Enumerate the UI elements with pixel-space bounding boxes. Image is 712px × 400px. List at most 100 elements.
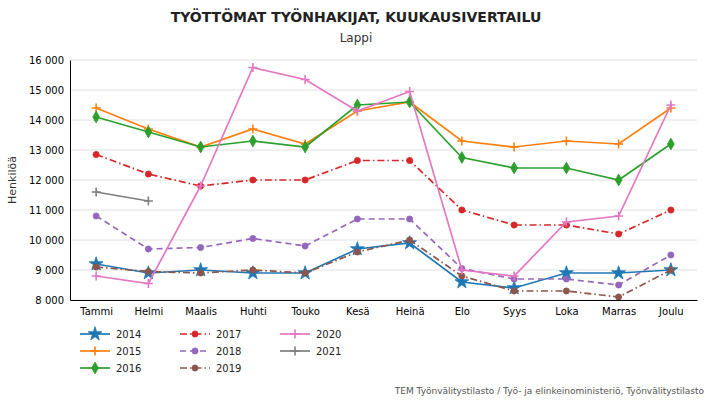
data-point <box>459 207 465 213</box>
y-tick: 8 000 <box>35 295 70 306</box>
x-tick: Maalis <box>185 300 217 317</box>
legend-marker <box>291 330 300 339</box>
x-tick: Syys <box>503 300 526 317</box>
y-tick-label: 10 000 <box>29 235 64 246</box>
legend-item: 2014 <box>80 327 141 340</box>
data-point <box>403 236 417 249</box>
data-point <box>407 157 413 163</box>
series <box>93 96 675 186</box>
y-tick-label: 8 000 <box>35 295 64 306</box>
legend-label: 2021 <box>316 346 341 357</box>
chart-svg: TYÖTTÖMAT TYÖNHAKIJAT, KUUKAUSIVERTAILU L… <box>0 0 712 400</box>
y-tick-label: 11 000 <box>29 205 64 216</box>
data-point <box>667 138 674 150</box>
legend-label: 2014 <box>116 329 141 340</box>
data-point <box>93 264 99 270</box>
y-axis-title: Henkilöä <box>6 156 19 204</box>
data-point <box>194 263 208 276</box>
data-point <box>92 188 101 197</box>
legend-item: 2016 <box>80 362 141 374</box>
x-tick: Joulu <box>658 300 684 317</box>
series-group <box>89 63 678 300</box>
data-point <box>145 246 151 252</box>
x-tick: Marras <box>602 300 636 317</box>
grid-line <box>70 240 697 241</box>
data-point <box>144 279 153 288</box>
data-point <box>407 237 413 243</box>
legend: 2014 2015 2016 2017 2018 2019 2020 2021 <box>80 327 341 374</box>
data-point <box>145 268 151 274</box>
legend-label: 2017 <box>216 329 241 340</box>
data-point <box>250 235 256 241</box>
series-line <box>96 102 671 180</box>
x-axis: TammiHelmiMaalisHuhtiToukoKesäHeinäEloSy… <box>71 300 698 317</box>
series-line <box>96 155 671 235</box>
y-tick: 13 000 <box>29 145 70 156</box>
legend-marker <box>192 365 198 371</box>
series-line <box>96 192 148 201</box>
y-tick: 14 000 <box>29 115 70 126</box>
legend-item: 2020 <box>280 329 341 340</box>
series-line <box>96 102 671 147</box>
data-point <box>510 143 519 152</box>
data-point <box>616 294 622 300</box>
data-point <box>93 111 100 123</box>
legend-label: 2020 <box>316 329 341 340</box>
series-line <box>96 243 671 288</box>
data-point <box>198 270 204 276</box>
data-point <box>563 162 570 174</box>
data-point <box>354 216 360 222</box>
y-tick: 9 000 <box>35 265 70 276</box>
grid-line <box>70 210 697 211</box>
x-tick: Kesä <box>346 300 370 317</box>
legend-marker <box>291 347 300 356</box>
x-tick-label: Touko <box>290 306 319 317</box>
legend-item: 2019 <box>180 363 241 374</box>
data-point <box>507 281 521 294</box>
data-point <box>668 267 674 273</box>
data-point <box>562 137 571 146</box>
legend-item: 2018 <box>180 346 241 357</box>
source: TEM Työnvälitystilasto / Työ- ja elinkei… <box>394 386 705 396</box>
x-tick-label: Tammi <box>79 306 113 317</box>
x-tick: Elo <box>455 300 470 317</box>
legend-label: 2019 <box>216 363 241 374</box>
data-point <box>562 218 571 227</box>
data-point <box>92 272 101 281</box>
y-axis-line <box>70 61 71 301</box>
data-point <box>354 157 360 163</box>
grid <box>70 60 697 300</box>
x-tick: Touko <box>290 300 319 317</box>
legend-item: 2015 <box>80 346 141 357</box>
data-point <box>93 213 99 219</box>
data-point <box>563 276 569 282</box>
x-tick-label: Helmi <box>134 306 163 317</box>
data-point <box>144 197 153 206</box>
data-point <box>510 272 519 281</box>
grid-line <box>70 180 697 181</box>
x-tick: Helmi <box>134 300 163 317</box>
data-point <box>302 141 309 153</box>
data-point <box>198 244 204 250</box>
legend-marker <box>88 327 102 340</box>
legend-item: 2021 <box>280 346 341 357</box>
grid-line <box>70 120 697 121</box>
series-line <box>96 68 671 284</box>
y-tick-label: 13 000 <box>29 145 64 156</box>
data-point <box>246 266 260 279</box>
y-tick: 11 000 <box>29 205 70 216</box>
data-point <box>614 140 623 149</box>
x-tick-label: Huhti <box>240 306 267 317</box>
data-point <box>301 75 310 84</box>
data-point <box>664 263 678 276</box>
subtitle: Lappi <box>340 31 373 45</box>
data-point <box>145 171 151 177</box>
title: TYÖTTÖMAT TYÖNHAKIJAT, KUUKAUSIVERTAILU <box>171 8 542 25</box>
x-tick-label: Syys <box>503 306 526 317</box>
x-tick-label: Loka <box>555 306 578 317</box>
y-tick: 16 000 <box>29 55 70 66</box>
data-point <box>615 174 622 186</box>
data-point <box>511 222 517 228</box>
y-tick-label: 14 000 <box>29 115 64 126</box>
data-point <box>350 242 364 255</box>
